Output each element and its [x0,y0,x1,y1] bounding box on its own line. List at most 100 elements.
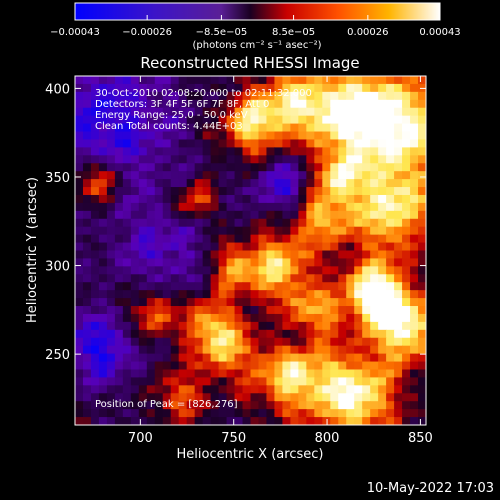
heatmap-cell [362,313,371,323]
heatmap-cell [290,393,299,402]
heatmap-cell [378,417,387,425]
heatmap-cell [146,147,156,156]
heatmap-cell [122,329,132,339]
heatmap-cell [338,345,347,355]
heatmap-cell [75,187,84,196]
heatmap-cell [386,409,395,418]
heatmap-cell [226,345,236,355]
heatmap-cell [314,115,323,125]
heatmap-cell [370,226,379,236]
heatmap-cell [202,171,212,180]
heatmap-cell [322,369,331,379]
x-tick-label: 750 [221,431,246,446]
heatmap-cell [75,329,84,339]
heatmap-cell [154,345,164,355]
heatmap-cell [378,210,387,220]
heatmap-cell [146,139,156,148]
heatmap-cell [274,107,284,117]
heatmap-cell [338,250,347,260]
heatmap-cell [194,353,204,363]
heatmap-cell [314,155,323,164]
heatmap-cell [378,385,387,394]
heatmap-cell [274,91,284,101]
heatmap-cell [202,179,212,188]
heatmap-cell [82,258,92,267]
heatmap-cell [378,393,387,402]
heatmap-cell [98,385,108,394]
heatmap-cell [378,107,387,117]
heatmap-cell [274,329,284,339]
heatmap-cell [330,218,339,228]
heatmap-cell [90,115,100,125]
heatmap-cell [402,377,411,386]
heatmap-cell [178,131,188,141]
heatmap-cell [202,393,212,402]
heatmap-cell [378,361,387,371]
heatmap-cell [370,163,379,172]
heatmap-cell [290,99,299,109]
heatmap-cell [194,210,204,220]
heatmap-cell [330,298,339,307]
heatmap-cell [146,218,156,228]
heatmap-cell [354,107,363,117]
heatmap-cell [330,361,339,371]
heatmap-cell [354,417,363,425]
heatmap-cell [138,147,148,156]
heatmap-cell [250,290,260,299]
heatmap-cell [354,99,363,109]
heatmap-cell [226,83,236,93]
x-tick-label: 800 [315,431,340,446]
heatmap-cell [170,377,180,386]
heatmap-cell [322,313,331,323]
heatmap-cell [274,171,284,180]
heatmap-cell [258,337,268,347]
heatmap-cell [266,234,276,244]
heatmap-cell [226,99,236,109]
heatmap-cell [322,337,331,347]
heatmap-cell [114,361,124,371]
heatmap-cell [114,258,124,267]
heatmap-cell [354,155,363,164]
heatmap-cell [146,337,156,347]
heatmap-cell [402,369,411,379]
heatmap-cell [202,99,212,109]
heatmap-cell [402,234,411,244]
heatmap-cell [210,179,220,188]
heatmap-cell [266,353,276,363]
heatmap-cell [226,171,236,180]
heatmap-cell [362,250,371,260]
heatmap-cell [338,266,347,275]
heatmap-cell [210,361,220,371]
heatmap-cell [234,274,244,283]
heatmap-cell [242,163,252,172]
heatmap-cell [250,163,260,172]
heatmap-cell [266,401,276,410]
heatmap-cell [282,345,291,355]
heatmap-cell [306,409,315,418]
heatmap-cell [290,250,299,260]
heatmap-cell [154,83,164,93]
heatmap-cell [338,123,347,133]
heatmap-cell [346,266,355,275]
heatmap-cell [98,258,108,267]
heatmap-cell [82,409,92,418]
heatmap-cell [202,417,212,425]
heatmap-cell [298,115,307,125]
heatmap-cell [98,409,108,418]
heatmap-cell [346,282,355,291]
heatmap-cell [314,242,323,252]
heatmap-cell [410,107,419,117]
heatmap-cell [282,202,291,212]
heatmap-cell [378,329,387,339]
heatmap-cell [250,131,260,141]
heatmap-cell [114,202,124,212]
heatmap-cell [138,393,148,402]
heatmap-cell [178,76,188,85]
heatmap-cell [410,345,419,355]
heatmap-cell [146,163,156,172]
heatmap-cell [234,194,244,204]
annotation-detectors: Detectors: 3F 4F 5F 6F 7F 8F, Att 0 [95,99,269,110]
heatmap-cell [138,139,148,148]
heatmap-cell [410,76,419,85]
heatmap-cell [138,321,148,331]
